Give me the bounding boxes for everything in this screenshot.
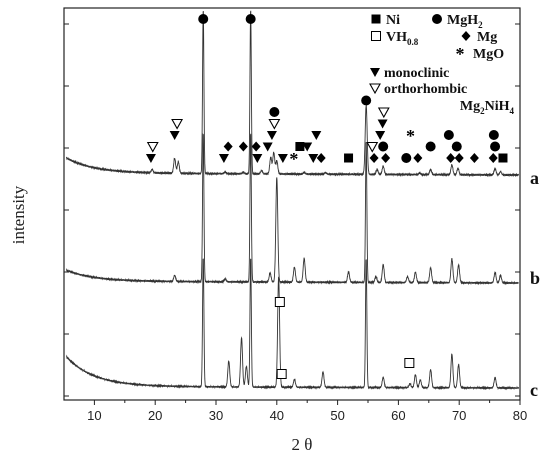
open-triangle-down-marker [366,141,379,153]
filled-circle-marker [401,153,412,163]
open-triangle-down-marker [146,141,159,153]
filled-diamond-marker [413,153,423,163]
filled-triangle-down-marker [169,131,180,140]
filled-triangle-down-marker [277,154,288,163]
legend-label: MgH2 [447,13,483,30]
open-square-marker [274,297,285,307]
filled-circle-marker [378,141,389,152]
filled-diamond-marker [454,153,464,163]
filled-square-marker [295,142,305,151]
legend-symbol-filled-diamond [461,31,471,41]
x-tick-label: 40 [270,408,284,423]
peak-markers: ** [145,14,508,379]
plot-border [63,7,521,401]
filled-circle-marker [425,141,436,152]
open-triangle-down-marker [377,107,390,119]
legend-symbol-filled-square [371,14,381,24]
filled-diamond-marker [381,153,391,163]
filled-diamond-marker [488,153,498,163]
filled-diamond-marker [469,153,479,163]
legend-label: MgO [473,47,504,62]
svg-text:*: * [289,149,298,169]
filled-triangle-down-marker [252,154,263,163]
filled-diamond-marker [251,141,261,152]
traces [65,10,519,391]
x-tick-label: 60 [391,408,405,423]
filled-triangle-down-marker [311,131,322,140]
x-tick-label: 80 [513,408,527,423]
x-tick-label: 50 [330,408,344,423]
legend-symbol-asterisk: * [456,44,465,64]
legend-label: VH0.8 [386,30,419,47]
filled-triangle-down-marker [145,154,156,163]
trace-label-c: c [530,380,538,400]
filled-triangle-down-marker [262,142,273,152]
open-triangle-down-marker [171,118,184,130]
svg-text:*: * [456,44,465,64]
filled-square-marker [344,153,354,163]
filled-diamond-marker [369,153,379,163]
filled-triangle-down-marker [266,131,277,140]
x-tick-label: 30 [209,408,223,423]
x-tick-label: 70 [452,408,466,423]
trace-a [65,10,519,178]
filled-triangle-down-marker [308,154,319,163]
filled-circle-marker [490,141,501,152]
filled-circle-marker [361,95,372,106]
trace-b [65,133,519,286]
asterisk-marker: * [289,149,298,169]
filled-square-marker [498,153,508,163]
legend-label: Mg [477,30,497,45]
x-tick-label: 10 [87,408,101,423]
y-axis-label: intensity [9,185,28,244]
trace-label-b: b [530,268,540,288]
filled-circle-marker [451,141,462,152]
legend-label: Mg2NiH4 [460,99,515,116]
legend-symbol-filled-triangle-down [370,68,380,77]
legend-symbol-filled-circle [432,14,442,24]
plot-frame [63,7,521,401]
legend-label: Ni [386,13,400,28]
svg-text:*: * [406,126,415,146]
filled-diamond-marker [238,141,248,152]
asterisk-marker: * [406,126,415,146]
filled-diamond-marker [223,141,233,152]
legend-label: monoclinic [384,66,449,81]
filled-diamond-marker [316,153,326,163]
x-axis-label: 2 θ [292,435,313,454]
legend-symbol-open-square [371,31,381,41]
filled-circle-marker [269,107,280,117]
legend-label: orthorhombic [384,82,467,97]
open-triangle-down-marker [268,118,281,130]
trace-label-a: a [530,168,539,188]
filled-triangle-down-marker [375,131,386,140]
filled-diamond-marker [446,153,456,163]
filled-triangle-down-marker [218,154,229,163]
legend-symbol-open-triangle-down [369,83,381,95]
x-tick-label: 20 [148,408,162,423]
filled-triangle-down-marker [302,142,313,152]
y-axis-ticks [64,23,520,397]
filled-circle-marker [488,130,499,140]
open-square-marker [276,369,287,379]
filled-triangle-down-marker [377,119,388,129]
trace-c [66,258,519,391]
x-axis-ticks: 10 20 30 40 50 60 70 80 [87,400,527,423]
filled-circle-marker [198,14,209,24]
trace-labels: a b c [530,168,540,400]
filled-circle-marker [443,130,454,140]
open-square-marker [404,358,415,368]
filled-circle-marker [245,14,256,24]
